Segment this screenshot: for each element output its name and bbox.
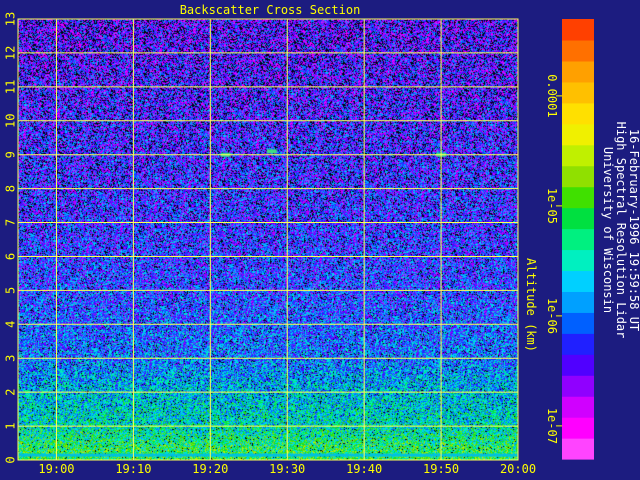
colorbar-segment — [562, 333, 594, 355]
colorbar-segment — [562, 81, 594, 104]
y-tick-label: 2 — [4, 389, 18, 396]
colorbar-segment — [562, 39, 594, 62]
x-tick-label: 19:00 — [38, 462, 74, 476]
y-tick-label: 1 — [4, 422, 18, 429]
y-tick-label: 7 — [4, 219, 18, 226]
colorbar-tick-label: 1e-06 — [545, 298, 559, 334]
colorbar-segment — [562, 249, 594, 272]
colorbar-segment — [562, 438, 594, 460]
y-tick-label: 4 — [4, 321, 18, 328]
colorbar-segment — [562, 207, 594, 230]
colorbar-segment — [562, 19, 594, 41]
x-tick-label: 20:00 — [500, 462, 536, 476]
colorbar-segment — [562, 186, 594, 209]
y-tick-label: 9 — [4, 151, 18, 158]
x-tick-labels: 19:00 19:10 19:20 19:30 19:40 19:50 20:00 — [38, 462, 536, 476]
y-tick-label: 11 — [4, 80, 18, 94]
y-tick-label: 5 — [4, 287, 18, 294]
y-axis-label: Altitude (km) — [524, 258, 538, 352]
colorbar-segment — [562, 123, 594, 146]
x-tick-label: 19:40 — [346, 462, 382, 476]
y-tick-label: 12 — [4, 46, 18, 60]
colorbar-tick-label: 1e-07 — [545, 408, 559, 444]
y-tick-label: 0 — [4, 456, 18, 463]
colorbar-segment — [562, 312, 594, 334]
caption-instrument: High Spectral Resolution Lidar — [614, 122, 628, 339]
colorbar-segment — [562, 228, 594, 251]
colorbar-tick-labels: 0.0001 1e-05 1e-06 1e-07 — [545, 74, 562, 444]
colorbar-segment — [562, 144, 594, 167]
y-tick-label: 3 — [4, 355, 18, 362]
colorbar-segment — [562, 375, 594, 397]
x-tick-label: 19:20 — [192, 462, 228, 476]
colorbar-segment — [562, 270, 594, 292]
colorbar-segment — [562, 165, 594, 188]
colorbar-tick-label: 0.0001 — [545, 74, 559, 117]
colorbar-segment — [562, 60, 594, 83]
x-tick-label: 19:50 — [423, 462, 459, 476]
colorbar-segment — [562, 102, 594, 125]
x-tick-label: 19:10 — [115, 462, 151, 476]
y-tick-label: 13 — [4, 12, 18, 26]
backscatter-heatmap — [18, 19, 518, 460]
colorbar — [562, 19, 594, 460]
caption-timestamp: 16-February-1996 19:59:58 UT — [627, 129, 640, 331]
colorbar-segment — [562, 354, 594, 376]
chart-title: Backscatter Cross Section — [180, 3, 361, 17]
colorbar-segment — [562, 417, 594, 439]
y-tick-label: 6 — [4, 253, 18, 260]
x-tick-label: 19:30 — [269, 462, 305, 476]
colorbar-segment — [562, 396, 594, 418]
colorbar-segment — [562, 291, 594, 313]
colorbar-tick-label: 1e-05 — [545, 188, 559, 224]
y-tick-label: 10 — [4, 114, 18, 128]
caption-institution: University of Wisconsin — [601, 147, 615, 313]
y-tick-label: 8 — [4, 185, 18, 192]
